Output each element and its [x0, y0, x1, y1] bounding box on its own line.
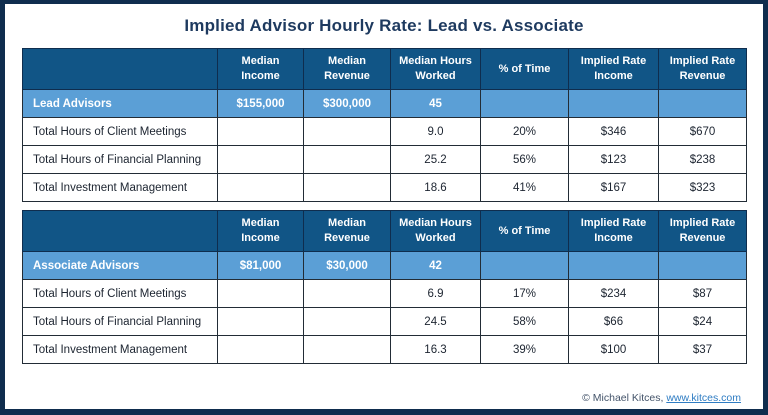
median-hours-cell: 42: [390, 251, 481, 280]
row-label: Total Hours of Client Meetings: [22, 117, 218, 146]
median-revenue-cell: [303, 117, 391, 146]
median-income-cell: $81,000: [217, 251, 304, 280]
rate-income-cell: $234: [568, 279, 659, 308]
col-header-implied-rate-revenue: Implied Rate Revenue: [658, 210, 747, 252]
col-header-pct-of-time: % of Time: [480, 210, 569, 252]
median-income-cell: [217, 117, 304, 146]
pct-of-time-cell: 58%: [480, 307, 569, 336]
group-label: Associate Advisors: [22, 251, 218, 280]
table-row: Total Hours of Client Meetings 6.9 17% $…: [22, 279, 747, 308]
row-label: Total Investment Management: [22, 335, 218, 364]
pct-of-time-cell: 17%: [480, 279, 569, 308]
pct-of-time-cell: [480, 89, 569, 118]
median-revenue-cell: [303, 307, 391, 336]
rate-revenue-cell: [658, 251, 747, 280]
table-row: Total Investment Management 18.6 41% $16…: [22, 173, 747, 202]
table-row: Total Hours of Financial Planning 24.5 5…: [22, 307, 747, 336]
pct-of-time-cell: 20%: [480, 117, 569, 146]
median-revenue-cell: $30,000: [303, 251, 391, 280]
rate-income-cell: $66: [568, 307, 659, 336]
lead-advisors-table: Median Income Median Revenue Median Hour…: [22, 48, 747, 202]
rate-income-cell: [568, 89, 659, 118]
col-header-median-revenue: Median Revenue: [303, 48, 391, 90]
page-title: Implied Advisor Hourly Rate: Lead vs. As…: [184, 16, 584, 35]
footer-credit: © Michael Kitces, www.kitces.com: [582, 392, 741, 404]
col-header-implied-rate-income: Implied Rate Income: [568, 210, 659, 252]
median-hours-cell: 45: [390, 89, 481, 118]
rate-revenue-cell: $670: [658, 117, 747, 146]
content-area: Implied Advisor Hourly Rate: Lead vs. As…: [5, 4, 763, 409]
median-revenue-cell: $300,000: [303, 89, 391, 118]
median-income-cell: $155,000: [217, 89, 304, 118]
col-header-median-hours-worked: Median Hours Worked: [390, 48, 481, 90]
median-income-cell: [217, 279, 304, 308]
rate-income-cell: [568, 251, 659, 280]
median-hours-cell: 25.2: [390, 145, 481, 174]
median-hours-cell: 24.5: [390, 307, 481, 336]
median-revenue-cell: [303, 173, 391, 202]
pct-of-time-cell: 41%: [480, 173, 569, 202]
col-header-median-income: Median Income: [217, 210, 304, 252]
header-row: Median Income Median Revenue Median Hour…: [22, 210, 747, 252]
group-label: Lead Advisors: [22, 89, 218, 118]
median-revenue-cell: [303, 335, 391, 364]
col-header-median-hours-worked: Median Hours Worked: [390, 210, 481, 252]
pct-of-time-cell: 39%: [480, 335, 569, 364]
row-label: Total Investment Management: [22, 173, 218, 202]
table-row: Total Investment Management 16.3 39% $10…: [22, 335, 747, 364]
rate-revenue-cell: $87: [658, 279, 747, 308]
rate-income-cell: $346: [568, 117, 659, 146]
median-revenue-cell: [303, 145, 391, 174]
row-label: Total Hours of Financial Planning: [22, 307, 218, 336]
header-row: Median Income Median Revenue Median Hour…: [22, 48, 747, 90]
pct-of-time-cell: 56%: [480, 145, 569, 174]
col-header-median-income: Median Income: [217, 48, 304, 90]
median-hours-cell: 6.9: [390, 279, 481, 308]
median-hours-cell: 18.6: [390, 173, 481, 202]
median-income-cell: [217, 145, 304, 174]
rate-income-cell: $167: [568, 173, 659, 202]
median-income-cell: [217, 307, 304, 336]
col-header-blank: [22, 210, 218, 252]
rate-revenue-cell: [658, 89, 747, 118]
rate-revenue-cell: $323: [658, 173, 747, 202]
kitces-link[interactable]: www.kitces.com: [666, 392, 741, 404]
table-row: Total Hours of Financial Planning 25.2 5…: [22, 145, 747, 174]
table-row: Total Hours of Client Meetings 9.0 20% $…: [22, 117, 747, 146]
rate-income-cell: $100: [568, 335, 659, 364]
median-income-cell: [217, 335, 304, 364]
median-revenue-cell: [303, 279, 391, 308]
median-hours-cell: 16.3: [390, 335, 481, 364]
pct-of-time-cell: [480, 251, 569, 280]
rate-revenue-cell: $238: [658, 145, 747, 174]
col-header-implied-rate-revenue: Implied Rate Revenue: [658, 48, 747, 90]
copyright-text: © Michael Kitces,: [582, 392, 667, 404]
associate-advisors-group-row: Associate Advisors $81,000 $30,000 42: [22, 251, 747, 280]
rate-income-cell: $123: [568, 145, 659, 174]
median-hours-cell: 9.0: [390, 117, 481, 146]
rate-revenue-cell: $24: [658, 307, 747, 336]
row-label: Total Hours of Client Meetings: [22, 279, 218, 308]
rate-revenue-cell: $37: [658, 335, 747, 364]
col-header-blank: [22, 48, 218, 90]
lead-advisors-group-row: Lead Advisors $155,000 $300,000 45: [22, 89, 747, 118]
col-header-implied-rate-income: Implied Rate Income: [568, 48, 659, 90]
median-income-cell: [217, 173, 304, 202]
associate-advisors-table: Median Income Median Revenue Median Hour…: [22, 210, 747, 364]
row-label: Total Hours of Financial Planning: [22, 145, 218, 174]
col-header-median-revenue: Median Revenue: [303, 210, 391, 252]
col-header-pct-of-time: % of Time: [480, 48, 569, 90]
